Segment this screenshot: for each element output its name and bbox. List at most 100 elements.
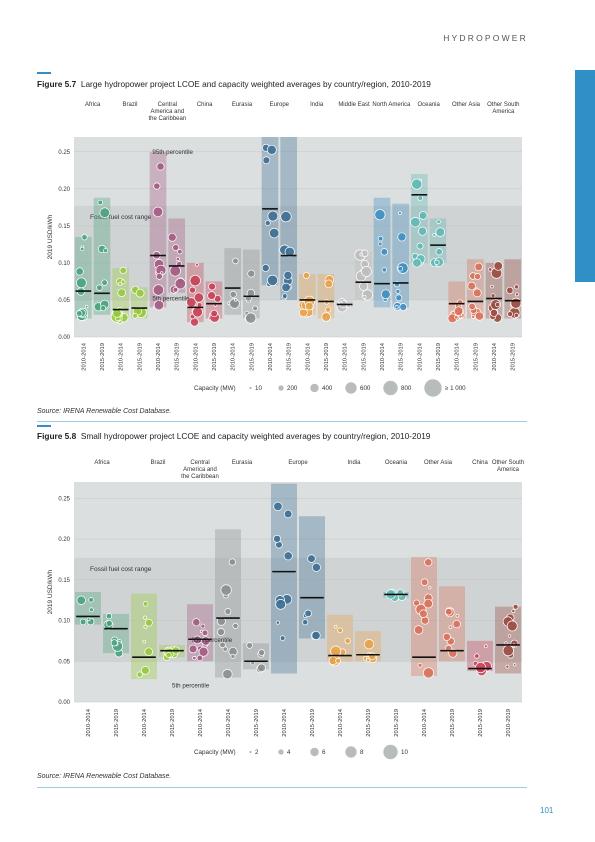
size-legend-bubble <box>248 750 253 754</box>
project-bubble <box>97 199 103 206</box>
divider <box>37 421 527 422</box>
size-legend-value: 600 <box>360 385 371 392</box>
project-bubble <box>321 312 331 322</box>
project-bubble <box>232 622 239 629</box>
chart-large-hydro: 0.00 0.05 0.10 0.15 0.20 0.25 2019 USD/kWh Foss… <box>37 92 527 407</box>
project-bubble <box>411 178 423 190</box>
project-bubble <box>177 249 183 255</box>
project-bubble <box>452 619 461 629</box>
x-tick-label: 2015-2019 <box>511 343 517 371</box>
y-tick-label: 0.00 <box>58 700 70 706</box>
x-tick-label: 2015-2019 <box>100 343 106 371</box>
project-bubble <box>193 292 204 303</box>
project-bubble <box>381 289 391 300</box>
project-bubble <box>513 663 517 667</box>
x-tick-label: 2010-2014 <box>268 342 274 370</box>
region-label: Central <box>190 460 209 466</box>
project-bubble <box>490 308 498 317</box>
percentile-range-bar <box>149 151 167 308</box>
region-label: Brazil <box>122 102 137 108</box>
project-bubble <box>258 649 265 656</box>
project-bubble <box>172 286 179 293</box>
project-bubble <box>284 246 295 257</box>
project-bubble <box>136 671 143 678</box>
x-tick-label: 2010-2014 <box>81 342 87 370</box>
x-tick-label: 2015-2019 <box>212 343 218 371</box>
figure-title-1: Figure 5.7 Large hydropower project LCOE… <box>37 79 431 89</box>
project-bubble <box>494 302 501 308</box>
project-bubble <box>145 618 153 627</box>
y-tick-label: 0.20 <box>58 537 70 543</box>
project-bubble <box>360 266 372 277</box>
y-axis-label: 2019 USD/kWh <box>47 214 54 259</box>
project-bubble <box>100 305 107 312</box>
project-bubble <box>366 658 371 663</box>
divider <box>37 787 527 788</box>
y-tick-label: 0.25 <box>58 150 70 156</box>
project-bubble <box>105 613 113 620</box>
project-bubble <box>174 278 186 290</box>
x-tick-label: 2015-2019 <box>478 709 484 737</box>
project-bubble <box>261 264 270 272</box>
project-bubble <box>222 646 228 652</box>
size-legend-bubble <box>248 386 253 390</box>
project-bubble <box>511 609 516 614</box>
section-header: HYDROPOWER <box>443 33 528 43</box>
x-tick-label: 2010-2014 <box>417 342 423 370</box>
size-legend-bubble <box>382 744 399 760</box>
project-bubble <box>422 667 435 679</box>
project-bubble <box>155 272 163 280</box>
x-tick-label: 2010-2014 <box>492 342 498 370</box>
project-bubble <box>217 628 225 636</box>
size-legend-value: 10 <box>401 749 408 756</box>
project-bubble <box>397 266 404 272</box>
project-bubble <box>88 597 94 603</box>
project-bubble <box>283 270 293 280</box>
percentile-range-bar <box>224 248 241 315</box>
x-tick-label: 2010-2014 <box>455 342 461 370</box>
project-bubble <box>232 257 239 265</box>
region-label: the Caribbean <box>181 474 219 480</box>
project-bubble <box>514 284 520 290</box>
project-bubble <box>220 584 232 596</box>
project-bubble <box>330 645 342 657</box>
percentile-range-bar <box>215 529 241 678</box>
y-tick-label: 0.15 <box>58 578 70 584</box>
fossil-fuel-label: Fossil fuel cost range <box>90 566 152 573</box>
title-accent <box>37 425 51 427</box>
size-legend-bubble <box>423 378 443 398</box>
project-bubble <box>397 232 407 242</box>
project-bubble <box>86 617 91 622</box>
project-bubble <box>418 211 428 220</box>
region-label: Middle East <box>338 102 370 108</box>
project-bubble <box>267 210 279 222</box>
project-bubble <box>428 586 432 590</box>
project-bubble <box>453 306 464 316</box>
project-bubble <box>359 281 369 291</box>
project-bubble <box>344 637 351 644</box>
x-tick-label: 2015-2019 <box>137 343 143 371</box>
project-bubble <box>208 282 216 291</box>
project-bubble <box>198 646 209 657</box>
project-bubble <box>75 267 84 276</box>
project-bubble <box>395 289 401 294</box>
percentile-range-bar <box>392 203 409 308</box>
project-bubble <box>513 312 519 318</box>
size-legend-bubble <box>382 380 399 396</box>
project-bubble <box>262 156 271 165</box>
project-bubble <box>424 558 433 567</box>
project-bubble <box>207 291 216 300</box>
size-legend-label: Capacity (MW) <box>194 749 236 756</box>
project-bubble <box>468 302 476 311</box>
project-bubble <box>490 293 496 299</box>
percentile-range-bar <box>299 516 325 639</box>
section-tab <box>575 70 595 282</box>
project-bubble <box>337 627 343 634</box>
project-bubble <box>219 641 226 649</box>
x-tick-label: 2010-2014 <box>193 342 199 370</box>
project-bubble <box>368 652 377 661</box>
region-label: India <box>310 102 324 108</box>
project-bubble <box>325 306 332 313</box>
project-bubble <box>311 562 321 572</box>
project-bubble <box>514 292 519 297</box>
